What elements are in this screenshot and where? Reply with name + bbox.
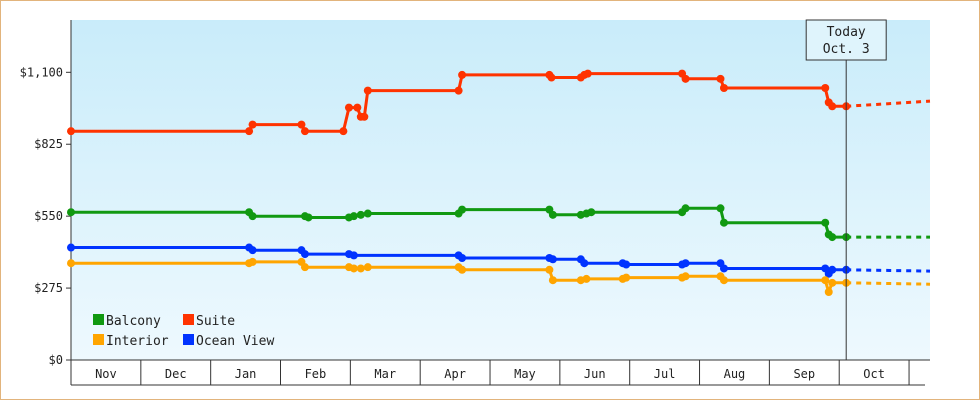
legend-swatch bbox=[93, 314, 104, 325]
data-point bbox=[245, 127, 254, 136]
data-point bbox=[828, 233, 837, 242]
data-point bbox=[248, 246, 257, 255]
data-point bbox=[356, 264, 365, 273]
y-tick-label: $1,100 bbox=[20, 65, 63, 79]
data-point bbox=[587, 208, 596, 217]
legend-swatch bbox=[183, 334, 194, 345]
y-tick-label: $550 bbox=[34, 209, 63, 223]
data-point bbox=[300, 250, 309, 259]
data-point bbox=[363, 86, 372, 95]
data-point bbox=[300, 263, 309, 272]
y-tick-label: $275 bbox=[34, 281, 63, 295]
month-label: Jun bbox=[584, 367, 606, 381]
data-point bbox=[349, 264, 358, 273]
legend-label: Balcony bbox=[106, 314, 161, 329]
data-point bbox=[67, 259, 75, 268]
today-box bbox=[805, 19, 887, 61]
data-point bbox=[248, 212, 257, 221]
legend-swatch bbox=[93, 334, 104, 345]
month-label: Jul bbox=[654, 367, 676, 381]
data-point bbox=[363, 263, 372, 272]
month-label: Aug bbox=[724, 367, 746, 381]
month-label: Apr bbox=[444, 367, 466, 381]
data-point bbox=[458, 70, 467, 79]
data-point bbox=[360, 112, 369, 121]
data-point bbox=[681, 74, 690, 83]
data-point bbox=[339, 127, 348, 136]
data-point bbox=[719, 276, 728, 285]
today-date: Oct. 3 bbox=[823, 42, 870, 57]
data-point bbox=[458, 254, 467, 262]
data-point bbox=[458, 265, 467, 274]
data-point bbox=[548, 255, 557, 264]
legend-label: Interior bbox=[106, 334, 169, 349]
data-point bbox=[297, 120, 306, 129]
month-label: Dec bbox=[165, 367, 187, 381]
data-point bbox=[248, 257, 257, 266]
legend-swatch bbox=[183, 314, 194, 325]
data-point bbox=[582, 274, 591, 283]
data-point bbox=[681, 204, 690, 213]
data-point bbox=[304, 213, 313, 222]
data-point bbox=[248, 120, 257, 129]
month-label: Mar bbox=[374, 367, 396, 381]
data-point bbox=[622, 260, 631, 269]
data-point bbox=[828, 278, 837, 287]
month-label: Feb bbox=[305, 367, 327, 381]
legend-label: Ocean View bbox=[196, 334, 274, 349]
series-forecast-interior bbox=[846, 281, 931, 286]
month-label: Sep bbox=[793, 367, 815, 381]
data-point bbox=[580, 259, 589, 268]
data-point bbox=[344, 103, 353, 112]
data-point bbox=[300, 127, 309, 136]
y-tick-label: $0 bbox=[49, 353, 63, 367]
data-point bbox=[828, 265, 837, 274]
data-point bbox=[824, 288, 833, 296]
data-point bbox=[821, 276, 830, 285]
data-point bbox=[458, 205, 467, 214]
data-point bbox=[719, 264, 728, 273]
month-label: May bbox=[514, 367, 536, 381]
data-point bbox=[363, 209, 372, 218]
data-point bbox=[622, 273, 631, 282]
month-label: Jan bbox=[235, 367, 257, 381]
today-label: Today bbox=[827, 25, 866, 40]
series-forecast-suite bbox=[846, 99, 931, 108]
data-point bbox=[454, 86, 463, 95]
data-point bbox=[353, 103, 362, 112]
data-point bbox=[828, 102, 837, 111]
data-point bbox=[719, 84, 728, 92]
data-point bbox=[67, 208, 75, 217]
data-point bbox=[716, 204, 725, 213]
data-point bbox=[821, 84, 830, 92]
data-point bbox=[349, 212, 358, 221]
data-point bbox=[548, 276, 557, 285]
data-point bbox=[356, 210, 365, 219]
legend-label: Suite bbox=[196, 314, 235, 329]
data-point bbox=[719, 218, 728, 227]
data-point bbox=[821, 218, 830, 227]
series-forecast-ocean-view bbox=[846, 268, 931, 273]
data-point bbox=[349, 251, 358, 260]
data-point bbox=[67, 127, 75, 136]
data-point bbox=[681, 259, 690, 268]
data-point bbox=[583, 69, 592, 78]
data-point bbox=[547, 73, 556, 82]
data-point bbox=[67, 243, 75, 252]
month-label: Nov bbox=[95, 367, 117, 381]
data-point bbox=[545, 265, 554, 274]
y-tick-label: $825 bbox=[34, 137, 63, 151]
plot-background bbox=[71, 20, 930, 360]
data-point bbox=[548, 210, 557, 219]
data-point bbox=[681, 272, 690, 281]
month-label: Oct bbox=[863, 367, 885, 381]
data-point bbox=[716, 74, 725, 83]
